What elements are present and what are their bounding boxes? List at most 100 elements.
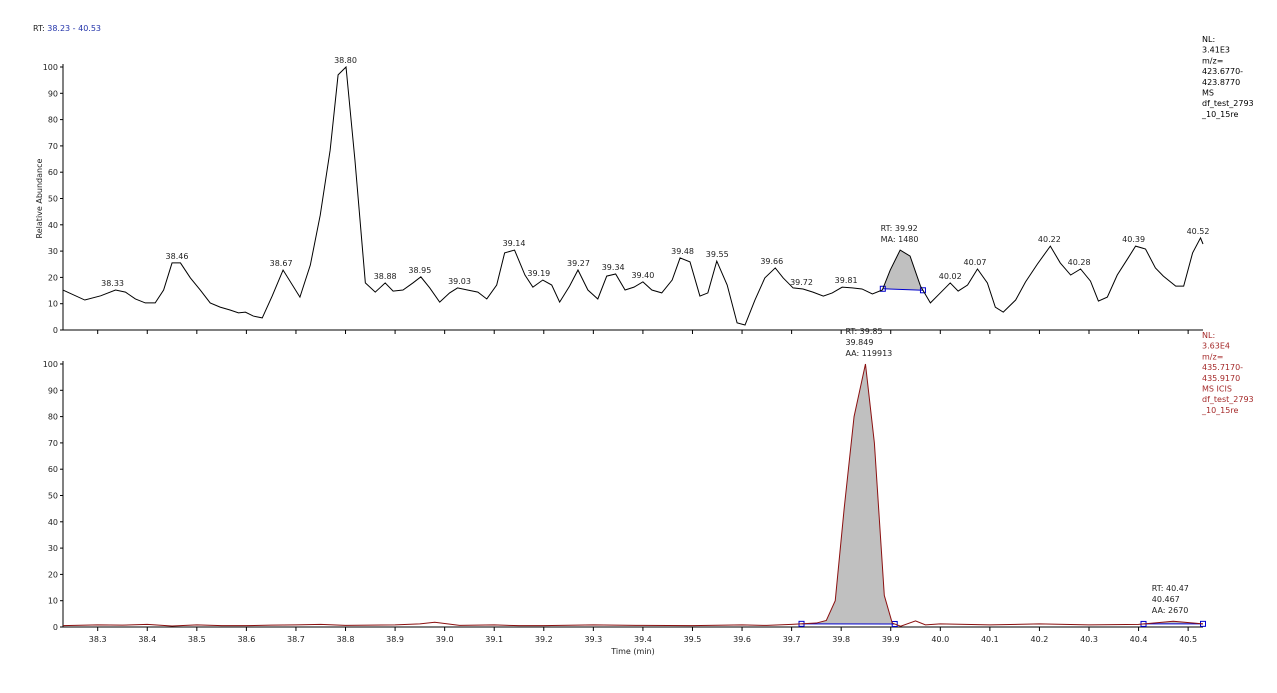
y-tick-label: 60 <box>48 465 58 474</box>
baseline-marker <box>879 285 886 292</box>
y-tick-label: 50 <box>48 492 58 501</box>
peak-area <box>882 250 923 291</box>
peak-baseline <box>882 288 923 291</box>
x-tick-label: 40.1 <box>981 635 999 644</box>
x-tick-label: 40.0 <box>931 635 949 644</box>
peak-label: 39.66 <box>760 257 783 266</box>
y-tick-label: 0 <box>53 623 58 632</box>
info-line: 3.63E4 <box>1202 342 1230 351</box>
info-line: MS <box>1202 89 1214 98</box>
info-line: 435.9170 <box>1202 374 1240 383</box>
peak-label: 39.34 <box>602 263 625 272</box>
x-tick-label: 39.2 <box>535 635 553 644</box>
baseline-marker <box>919 287 926 294</box>
peak-note: 39.849 <box>845 338 873 347</box>
info-line: NL: <box>1202 331 1215 340</box>
x-tick-label: 40.5 <box>1179 635 1197 644</box>
info-line: 423.8770 <box>1202 78 1240 87</box>
peak-label: 38.95 <box>408 266 431 275</box>
y-tick-label: 0 <box>53 326 58 335</box>
y-tick-label: 20 <box>48 570 58 579</box>
y-tick-label: 80 <box>48 116 58 125</box>
peak-label: 39.81 <box>835 276 858 285</box>
baseline-marker <box>891 620 898 627</box>
y-axis-label: Relative Abundance <box>35 158 44 238</box>
x-tick-label: 38.8 <box>337 635 355 644</box>
info-line: 3.41E3 <box>1202 46 1230 55</box>
y-tick-label: 10 <box>48 597 58 606</box>
info-line: 435.7170- <box>1202 363 1243 372</box>
peak-note: AA: 2670 <box>1152 606 1189 615</box>
peak-label: 40.28 <box>1068 258 1091 267</box>
peak-note: MA: 1480 <box>881 235 919 244</box>
peak-label: 39.27 <box>567 259 590 268</box>
x-tick-label: 39.1 <box>485 635 503 644</box>
y-tick-label: 70 <box>48 439 58 448</box>
x-axis-label: Time (min) <box>610 647 654 656</box>
peak-label: 40.02 <box>939 272 962 281</box>
y-tick-label: 10 <box>48 300 58 309</box>
x-tick-label: 38.5 <box>188 635 206 644</box>
peak-area <box>1143 621 1203 624</box>
peak-label: 39.40 <box>631 271 654 280</box>
x-tick-label: 39.3 <box>584 635 602 644</box>
x-tick-label: 38.4 <box>138 635 156 644</box>
y-tick-label: 40 <box>48 518 58 527</box>
info-line: df_test_2793 <box>1202 395 1254 404</box>
header-label: RT: <box>33 24 45 33</box>
peak-note: AA: 119913 <box>845 349 892 358</box>
header: RT: 38.23 - 40.53 <box>33 24 101 33</box>
info-line: m/z= <box>1202 352 1223 361</box>
peak-note: RT: 40.47 <box>1152 584 1189 593</box>
x-tick-label: 39.9 <box>882 635 900 644</box>
peak-note: 40.467 <box>1152 595 1180 604</box>
info-line: 423.6770- <box>1202 67 1243 76</box>
peak-note: RT: 39.92 <box>881 224 918 233</box>
x-tick-label: 39.0 <box>436 635 454 644</box>
peak-label: 39.55 <box>706 250 729 259</box>
y-tick-label: 100 <box>43 63 58 72</box>
peak-label: 39.48 <box>671 247 694 256</box>
x-tick-label: 40.2 <box>1031 635 1049 644</box>
peak-label: 40.22 <box>1038 235 1061 244</box>
y-tick-label: 30 <box>48 247 58 256</box>
y-tick-label: 90 <box>48 386 58 395</box>
x-tick-label: 39.7 <box>783 635 801 644</box>
info-line: _10_15re <box>1201 406 1238 415</box>
x-tick-label: 38.9 <box>386 635 404 644</box>
trace <box>62 65 1204 326</box>
peak-label: 38.46 <box>166 252 189 261</box>
info-line: _10_15re <box>1201 110 1238 119</box>
peak-area <box>801 364 895 624</box>
y-tick-label: 70 <box>48 142 58 151</box>
peak-label: 39.72 <box>790 278 813 287</box>
peak-label: 39.14 <box>503 239 526 248</box>
peak-label: 39.03 <box>448 277 471 286</box>
peak-label: 38.33 <box>101 279 124 288</box>
peak-label: 40.52 <box>1187 227 1210 236</box>
info-line: df_test_2793 <box>1202 99 1254 108</box>
x-tick-label: 40.4 <box>1130 635 1148 644</box>
y-tick-label: 50 <box>48 195 58 204</box>
y-tick-label: 100 <box>43 360 58 369</box>
y-tick-label: 80 <box>48 413 58 422</box>
y-tick-label: 90 <box>48 89 58 98</box>
y-tick-label: 30 <box>48 544 58 553</box>
info-line: MS ICIS <box>1202 385 1232 394</box>
peak-note: RT: 39.85 <box>845 327 882 336</box>
x-tick-label: 39.8 <box>832 635 850 644</box>
x-tick-label: 38.7 <box>287 635 305 644</box>
peak-label: 40.39 <box>1122 235 1145 244</box>
x-tick-label: 40.3 <box>1080 635 1098 644</box>
peak-label: 40.07 <box>964 258 987 267</box>
x-tick-label: 38.3 <box>89 635 107 644</box>
peak-label: 38.80 <box>334 56 357 65</box>
x-tick-label: 38.6 <box>237 635 255 644</box>
y-tick-label: 20 <box>48 273 58 282</box>
x-tick-label: 39.6 <box>733 635 751 644</box>
trace <box>62 363 1204 627</box>
x-tick-label: 39.5 <box>684 635 702 644</box>
info-line: NL: <box>1202 35 1215 44</box>
x-tick-label: 39.4 <box>634 635 652 644</box>
